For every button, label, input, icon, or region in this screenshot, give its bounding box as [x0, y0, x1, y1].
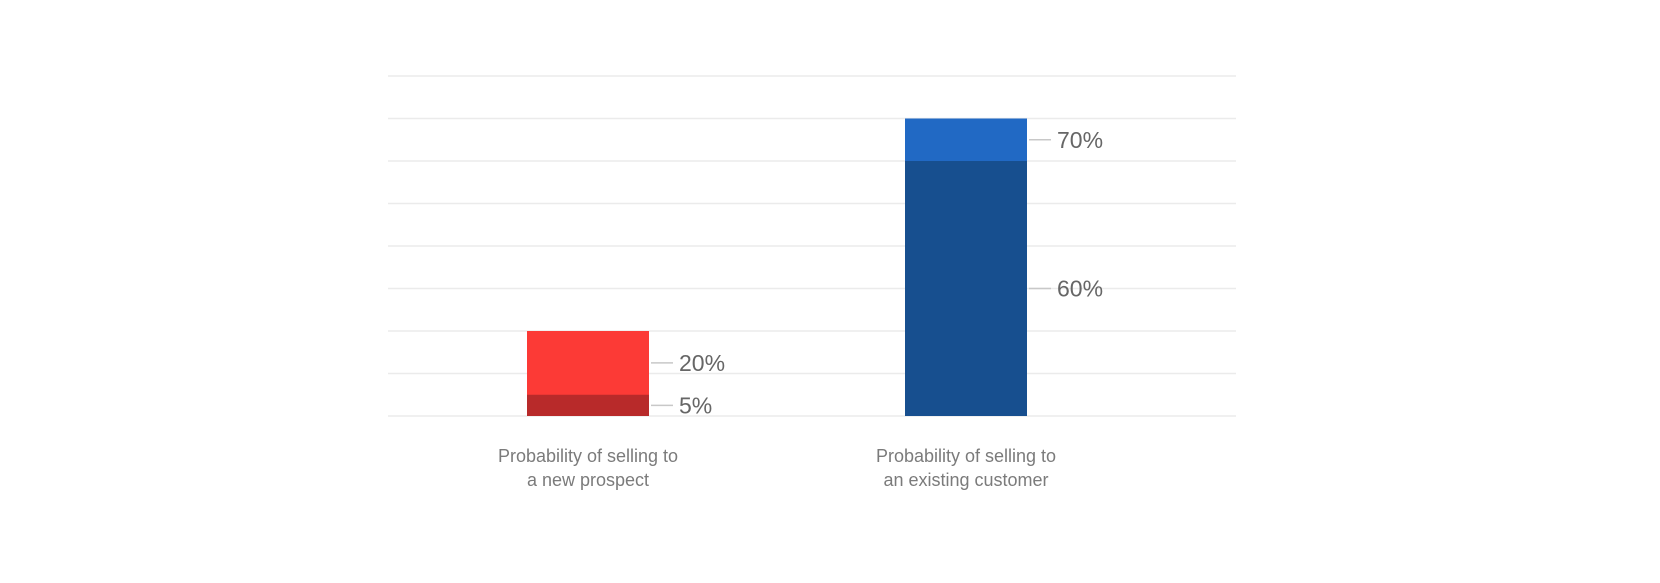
category-label-2: Probability of selling to an existing cus… — [876, 446, 1056, 490]
value-label-1-2: 20% — [679, 350, 725, 376]
value-label-2-1: 60% — [1057, 276, 1103, 302]
category-label-1: Probability of selling to a new prospect — [498, 446, 678, 490]
category-label-line-1-1: Probability of selling to — [498, 446, 678, 466]
bar-segment-1-2 — [527, 394, 649, 416]
value-label-2-2: 70% — [1057, 127, 1103, 153]
category-label-line-2-2: an existing customer — [883, 470, 1048, 490]
gridlines — [388, 75, 1236, 417]
category-labels: Probability of selling to a new prospectP… — [498, 446, 1056, 490]
category-label-line-1-2: a new prospect — [527, 470, 649, 490]
value-label-1-1: 5% — [679, 392, 712, 418]
value-labels: 5% 20% 60% 70% — [651, 127, 1103, 418]
bar-segment-2-2 — [905, 161, 1027, 416]
bars — [527, 118, 1027, 416]
category-label-line-2-1: Probability of selling to — [876, 446, 1056, 466]
